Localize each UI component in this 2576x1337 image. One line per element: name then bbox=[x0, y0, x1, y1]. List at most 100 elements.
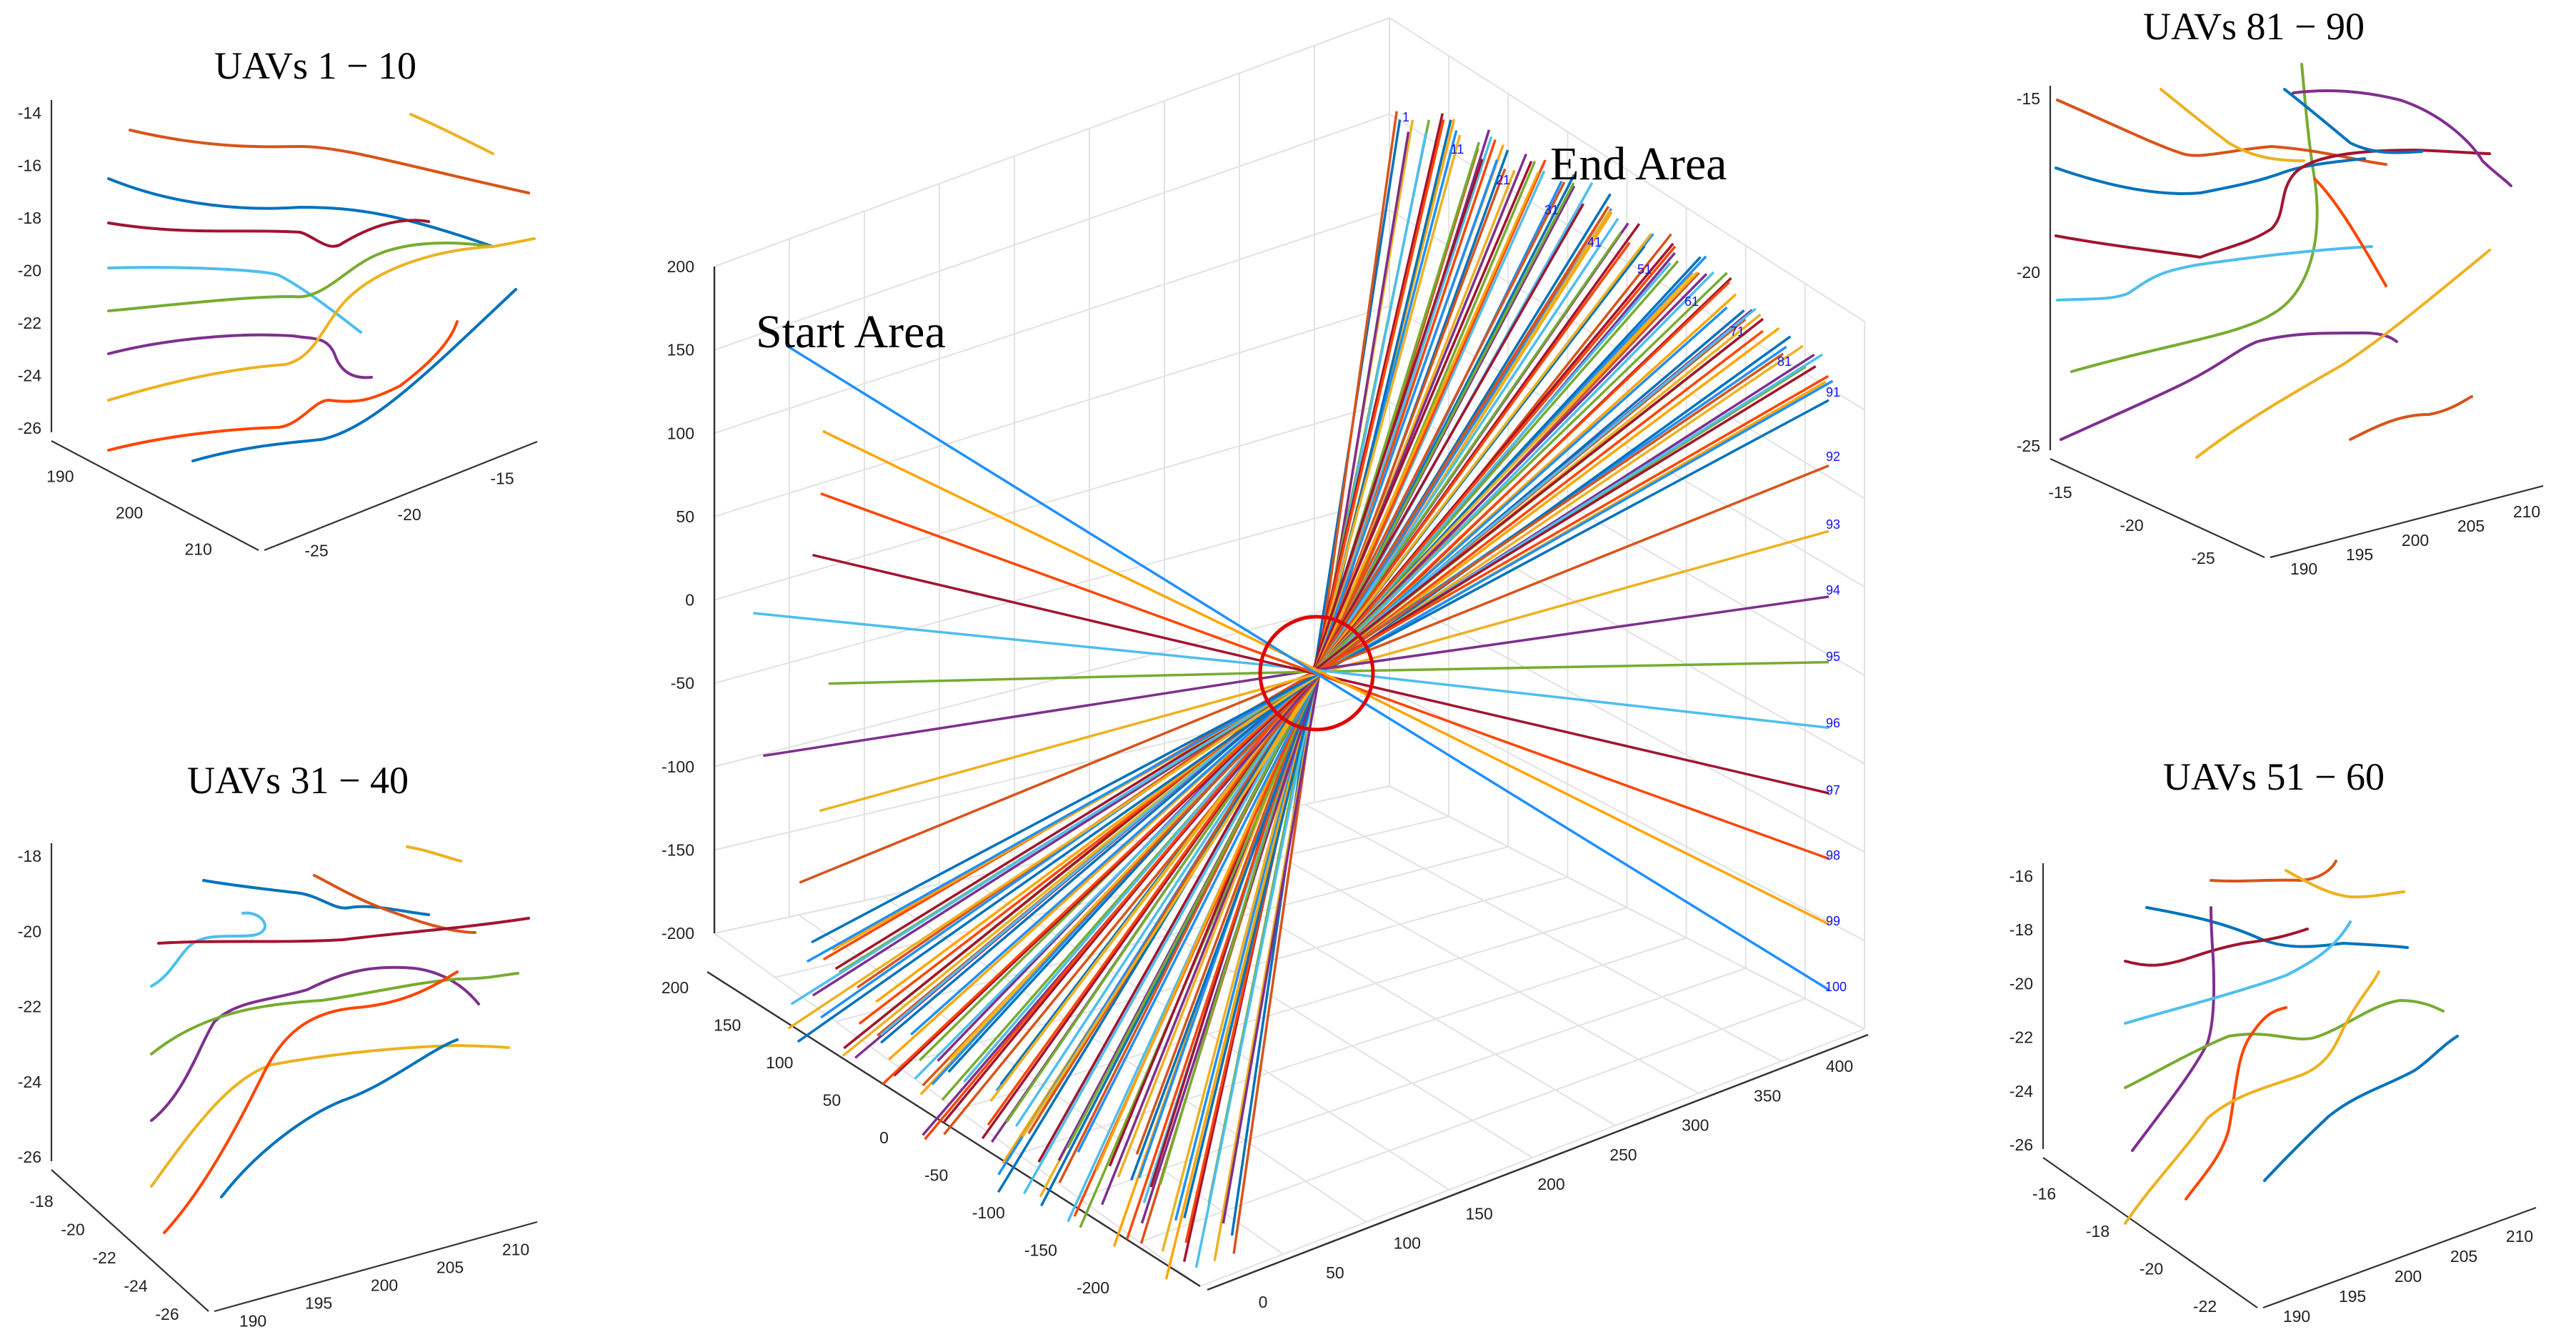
zoom-trajectory bbox=[107, 333, 373, 379]
main-grid bbox=[714, 17, 1865, 1287]
trajectory-line bbox=[1314, 271, 1699, 672]
zoom-left-tick-label: -18 bbox=[29, 1192, 53, 1211]
zoom-trajectory bbox=[202, 879, 430, 916]
zoom1-trajectories bbox=[107, 113, 536, 462]
trajectory-line bbox=[1314, 660, 1829, 673]
zoom-right-tick-label: -20 bbox=[397, 505, 421, 524]
uav-id-label: 93 bbox=[1826, 517, 1840, 532]
zoom-trajectory bbox=[163, 970, 459, 1234]
zoom-left-tick-label: -26 bbox=[155, 1305, 179, 1323]
x-tick-label: 250 bbox=[1609, 1145, 1637, 1164]
grid-line bbox=[1389, 401, 1865, 676]
grid-line bbox=[714, 17, 1390, 267]
y-tick-label: -100 bbox=[972, 1203, 1005, 1222]
zoom-z-tick-label: -22 bbox=[2010, 1028, 2033, 1047]
uav-id-label: 98 bbox=[1826, 848, 1840, 863]
zoom-trajectory bbox=[2160, 88, 2305, 162]
uav-id-label: 11 bbox=[1451, 142, 1464, 156]
zoom-trajectory bbox=[107, 177, 494, 248]
trajectory-line bbox=[786, 344, 1319, 676]
uav-id-label: 21 bbox=[1496, 173, 1510, 187]
zoom-right-tick-label: 205 bbox=[2457, 517, 2485, 535]
zoom-z-tick-label: -18 bbox=[18, 209, 41, 227]
trajectory-line bbox=[947, 672, 1316, 1073]
trajectory-line bbox=[1317, 399, 1829, 675]
zoom-right-axis bbox=[2270, 484, 2544, 559]
zoom-trajectory bbox=[150, 911, 266, 988]
zoom-left-tick-label: 200 bbox=[116, 504, 143, 522]
zoom-trajectory bbox=[2124, 998, 2445, 1089]
zoom-trajectory bbox=[107, 237, 536, 402]
zoom-trajectory bbox=[409, 113, 494, 155]
trajectory-line bbox=[811, 672, 1319, 944]
zoom-right-tick-label: 195 bbox=[2339, 1287, 2366, 1306]
uav-id-label: 1 bbox=[1402, 110, 1409, 124]
z-tick-label: 150 bbox=[667, 341, 694, 359]
uav-id-label: 71 bbox=[1730, 324, 1744, 339]
zoom-left-tick-label: -20 bbox=[2120, 516, 2143, 535]
trajectory-line bbox=[1077, 673, 1321, 1153]
trajectory-line bbox=[1314, 272, 1728, 672]
zoom-trajectory bbox=[2131, 906, 2216, 1152]
trajectory-line bbox=[943, 675, 1321, 1135]
zoom-trajectory bbox=[129, 129, 530, 194]
trajectory-line bbox=[924, 670, 1319, 1140]
trajectory-line bbox=[1230, 676, 1315, 1236]
grid-line bbox=[1220, 822, 1699, 1094]
zoom-trajectory bbox=[157, 917, 530, 945]
zoom-panel-uav-81-90: UAVs 81 − 90 -15 -20 -25 -15 -20 -25 190 195 200… bbox=[2017, 5, 2544, 578]
trajectory-line bbox=[799, 669, 1320, 884]
trajectory-line bbox=[753, 612, 1314, 671]
x-tick-label: 400 bbox=[1826, 1057, 1853, 1075]
zoom-z-tick-label: -20 bbox=[18, 922, 41, 940]
zoom3-axes: -15 -20 -25 -15 -20 -25 190 195 200 205 210 bbox=[2017, 86, 2544, 578]
grid-line bbox=[714, 305, 1390, 517]
trajectory-line bbox=[1130, 675, 1319, 1181]
trajectory-line bbox=[1314, 352, 1784, 674]
zoom-z-tick-label: -25 bbox=[2017, 437, 2040, 455]
zoom-right-axis bbox=[2262, 1206, 2537, 1309]
zoom-trajectory bbox=[150, 1043, 510, 1188]
zoom-z-tick-label: -16 bbox=[2010, 867, 2033, 885]
trajectory-line bbox=[1316, 668, 1829, 925]
main-z-tick-labels: -200 -150 -100 -50 0 50 100 150 200 bbox=[662, 257, 694, 943]
zoom-z-tick-label: -26 bbox=[18, 419, 41, 437]
trajectory-line bbox=[1313, 134, 1462, 672]
trajectory-line bbox=[1222, 674, 1321, 1224]
zoom-left-tick-label: -16 bbox=[2032, 1184, 2056, 1203]
zoom-right-tick-label: 200 bbox=[2402, 531, 2429, 550]
y-tick-label: 150 bbox=[714, 1016, 741, 1035]
zoom-trajectory bbox=[2060, 331, 2398, 441]
zoom-left-tick-label: 210 bbox=[184, 540, 211, 559]
z-tick-label: -150 bbox=[662, 840, 694, 859]
zoom-trajectory bbox=[150, 965, 480, 1122]
trajectory-line bbox=[1314, 171, 1540, 672]
trajectory-line bbox=[1315, 242, 1631, 671]
zoom-panel-uav-51-60: UAVs 51 − 60 -16 -18 -20 -22 -24 -26 -16 -18 -20… bbox=[2010, 755, 2537, 1326]
trajectory-line bbox=[806, 675, 1316, 963]
trajectory-line bbox=[1314, 159, 1499, 670]
trajectory-line bbox=[828, 670, 1314, 685]
y-tick-label: -150 bbox=[1024, 1241, 1057, 1260]
uav-id-label: 61 bbox=[1684, 294, 1699, 309]
trajectory-line bbox=[1316, 374, 1829, 672]
z-tick-label: 100 bbox=[667, 424, 694, 442]
z-tick-label: -200 bbox=[662, 924, 694, 943]
grid-line bbox=[714, 113, 1390, 351]
zoom-trajectory bbox=[191, 288, 517, 462]
trajectory-line bbox=[1317, 327, 1780, 674]
x-tick-label: 300 bbox=[1682, 1116, 1709, 1135]
grid-line bbox=[1389, 593, 1865, 853]
zoom-trajectory bbox=[2124, 920, 2352, 1025]
uav-id-label: 41 bbox=[1587, 235, 1602, 249]
grid-line bbox=[1139, 998, 1806, 1243]
trajectory-line bbox=[1312, 530, 1829, 677]
trajectory-line bbox=[1174, 674, 1316, 1221]
trajectory-line bbox=[914, 674, 1317, 1080]
zoom-right-tick-label: 210 bbox=[502, 1241, 529, 1259]
zoom-right-axis bbox=[214, 1221, 538, 1313]
zoom3-trajectories bbox=[2055, 63, 2512, 459]
zoom-right-tick-label: 190 bbox=[2290, 560, 2317, 578]
trajectory-line bbox=[963, 669, 1319, 1083]
